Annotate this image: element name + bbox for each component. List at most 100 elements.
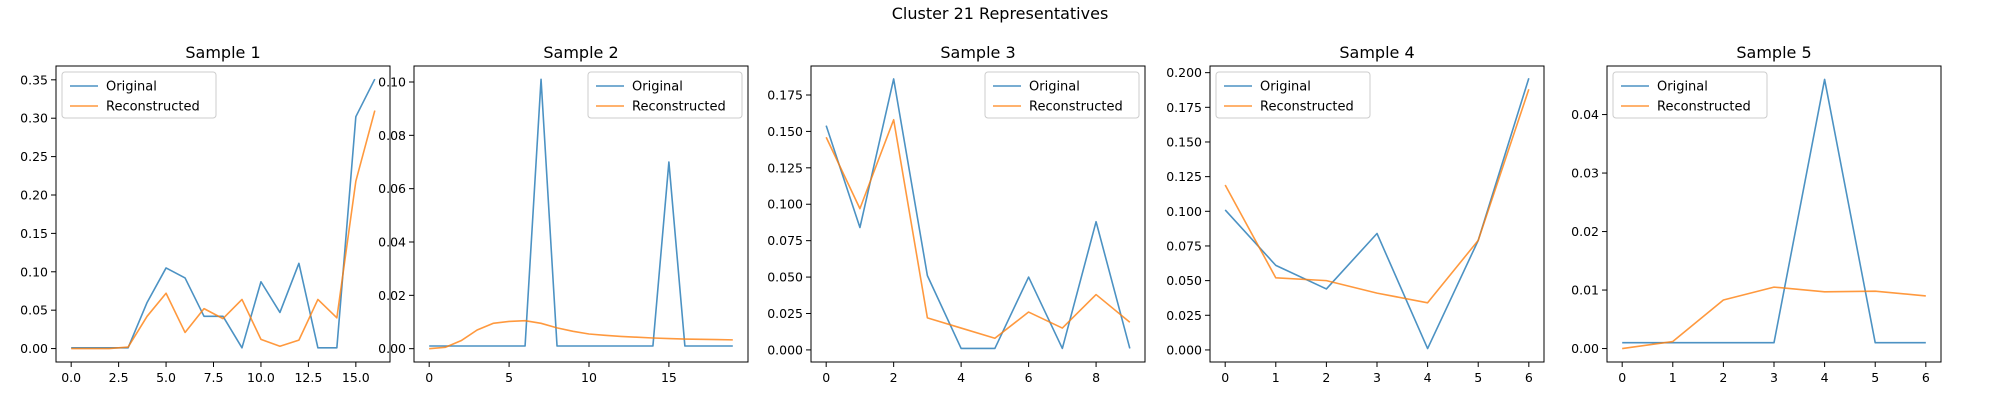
subplot-5: Sample 5 0 1 2 3 4 5 6 0.00 0.01 0.02 0.03 0.04 Origi… bbox=[1571, 43, 1942, 385]
axes-frame bbox=[55, 65, 391, 363]
legend: Original Reconstructed bbox=[587, 71, 743, 119]
series-line-reconstructed bbox=[429, 319, 733, 350]
y-tick-label: 0.125 bbox=[767, 160, 803, 175]
y-tick-label: 0.15 bbox=[20, 226, 48, 241]
subplot-2: Sample 2 0 5 10 15 0.00 0.02 0.04 0.06 0.08 0.10 Or… bbox=[378, 43, 749, 385]
x-tick-label: 6 bbox=[1525, 370, 1533, 385]
y-tick-label: 0.00 bbox=[20, 341, 48, 356]
x-tick-label: 0 bbox=[1618, 370, 1626, 385]
series-line-reconstructed bbox=[1622, 286, 1926, 350]
series-line-original bbox=[825, 78, 1131, 350]
y-tick-label: 0.10 bbox=[378, 75, 406, 90]
legend-box bbox=[1215, 71, 1371, 119]
y-tick-label: 0.06 bbox=[378, 181, 406, 196]
series-line-reconstructed bbox=[1224, 89, 1530, 304]
subplot-title: Sample 1 bbox=[185, 43, 260, 62]
subplot-title: Sample 5 bbox=[1736, 43, 1811, 62]
x-tick-label: 4 bbox=[1821, 370, 1829, 385]
y-tick-label: 0.050 bbox=[767, 270, 803, 285]
legend-label: Reconstructed bbox=[1260, 100, 1354, 115]
x-tick-label: 6 bbox=[1922, 370, 1930, 385]
legend-label: Original bbox=[1657, 80, 1708, 95]
series-line-reconstructed bbox=[71, 110, 376, 350]
subplot-1: Sample 1 0.0 2.5 5.0 7.5 10.0 12.5 15.0 0.00 0.05… bbox=[20, 43, 391, 385]
legend-label: Original bbox=[632, 80, 683, 95]
legend-label: Reconstructed bbox=[1657, 100, 1751, 115]
legend-label: Reconstructed bbox=[106, 100, 200, 115]
x-tick-label: 10.0 bbox=[247, 370, 275, 385]
y-tick-label: 0.02 bbox=[378, 288, 406, 303]
x-tick-label: 0 bbox=[822, 370, 830, 385]
y-tick-label: 0.05 bbox=[20, 303, 48, 318]
y-tick-label: 0.000 bbox=[1166, 342, 1202, 357]
y-tick-label: 0.08 bbox=[378, 128, 406, 143]
y-tick-label: 0.175 bbox=[1166, 100, 1202, 115]
legend-label: Original bbox=[1029, 80, 1080, 95]
y-tick-label: 0.35 bbox=[20, 72, 48, 87]
series-line-original bbox=[1224, 77, 1530, 350]
legend: Original Reconstructed bbox=[1612, 71, 1768, 119]
legend: Original Reconstructed bbox=[1215, 71, 1371, 119]
legend: Original Reconstructed bbox=[61, 71, 217, 119]
x-tick-label: 2.5 bbox=[109, 370, 129, 385]
y-tick-label: 0.03 bbox=[1571, 166, 1599, 181]
y-tick-label: 0.025 bbox=[1166, 308, 1202, 323]
subplot-title: Sample 4 bbox=[1339, 43, 1414, 62]
x-tick-label: 1 bbox=[1272, 370, 1280, 385]
legend-box bbox=[587, 71, 743, 119]
y-tick-label: 0.125 bbox=[1166, 169, 1202, 184]
y-tick-label: 0.075 bbox=[1166, 238, 1202, 253]
series-line-original bbox=[71, 78, 376, 349]
y-tick-label: 0.150 bbox=[1166, 134, 1202, 149]
x-tick-label: 5.0 bbox=[156, 370, 176, 385]
x-tick-label: 7.5 bbox=[204, 370, 224, 385]
y-tick-label: 0.050 bbox=[1166, 273, 1202, 288]
subplot-3: Sample 3 0 2 4 6 8 0.000 0.025 0.050 0.075 0.100 0.… bbox=[767, 43, 1146, 385]
x-tick-label: 0 bbox=[1221, 370, 1229, 385]
x-tick-label: 3 bbox=[1770, 370, 1778, 385]
y-tick-label: 0.100 bbox=[1166, 204, 1202, 219]
legend-label: Reconstructed bbox=[1029, 100, 1123, 115]
y-tick-label: 0.04 bbox=[1571, 107, 1599, 122]
y-tick-label: 0.075 bbox=[767, 233, 803, 248]
x-tick-label: 4 bbox=[957, 370, 965, 385]
x-tick-label: 4 bbox=[1424, 370, 1432, 385]
y-tick-label: 0.01 bbox=[1571, 283, 1599, 298]
x-tick-label: 5 bbox=[1474, 370, 1482, 385]
x-tick-label: 5 bbox=[1871, 370, 1879, 385]
x-tick-label: 15.0 bbox=[342, 370, 370, 385]
y-tick-label: 0.100 bbox=[767, 197, 803, 212]
series-line-reconstructed bbox=[825, 118, 1131, 340]
y-tick-label: 0.200 bbox=[1166, 65, 1202, 80]
x-tick-label: 2 bbox=[1719, 370, 1727, 385]
figure-title: Cluster 21 Representatives bbox=[891, 4, 1109, 23]
subplot-title: Sample 2 bbox=[543, 43, 618, 62]
y-tick-label: 0.20 bbox=[20, 187, 48, 202]
y-tick-label: 0.25 bbox=[20, 149, 48, 164]
x-tick-label: 2 bbox=[1322, 370, 1330, 385]
legend-box bbox=[1612, 71, 1768, 119]
y-tick-label: 0.00 bbox=[1571, 341, 1599, 356]
x-tick-label: 15 bbox=[661, 370, 677, 385]
y-tick-label: 0.000 bbox=[767, 342, 803, 357]
x-tick-label: 2 bbox=[890, 370, 898, 385]
subplot-4: Sample 4 0 1 2 3 4 5 6 0.000 0.025 0.050 0.075 0.100… bbox=[1166, 43, 1545, 385]
subplot-title: Sample 3 bbox=[940, 43, 1015, 62]
y-tick-label: 0.02 bbox=[1571, 224, 1599, 239]
x-tick-label: 5 bbox=[505, 370, 513, 385]
x-tick-label: 3 bbox=[1373, 370, 1381, 385]
x-tick-label: 8 bbox=[1092, 370, 1100, 385]
x-tick-label: 1 bbox=[1669, 370, 1677, 385]
y-tick-label: 0.10 bbox=[20, 264, 48, 279]
x-tick-label: 12.5 bbox=[294, 370, 322, 385]
series-line-original bbox=[429, 78, 733, 347]
y-tick-label: 0.00 bbox=[378, 341, 406, 356]
y-tick-label: 0.04 bbox=[378, 235, 406, 250]
axes-frame bbox=[413, 65, 749, 363]
legend: Original Reconstructed bbox=[984, 71, 1140, 119]
y-tick-label: 0.175 bbox=[767, 87, 803, 102]
x-tick-label: 6 bbox=[1025, 370, 1033, 385]
legend-label: Original bbox=[1260, 80, 1311, 95]
